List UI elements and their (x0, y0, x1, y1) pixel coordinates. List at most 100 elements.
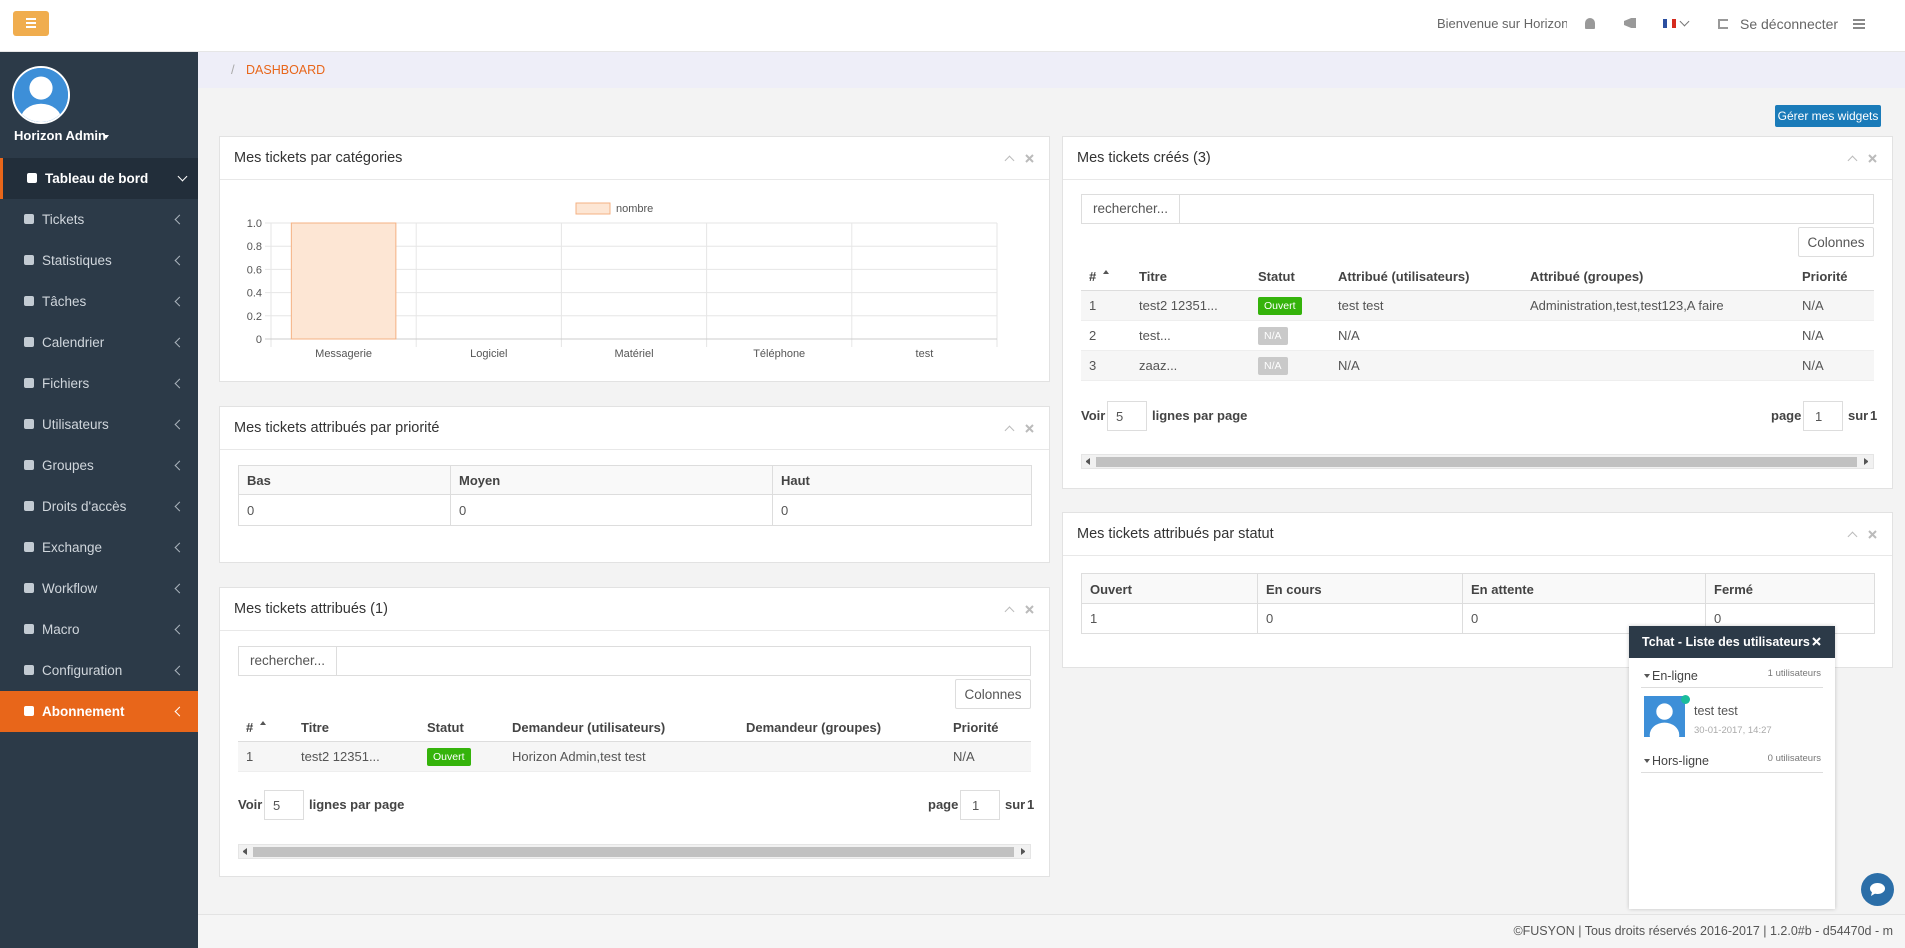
logout-icon[interactable] (1718, 19, 1728, 29)
menu-label: Macro (42, 622, 80, 637)
avatar (14, 68, 68, 122)
menu-label: Tâches (42, 294, 87, 309)
per-page-input[interactable]: 5 (264, 790, 304, 820)
avatar-head (29, 76, 53, 100)
menu-icon (24, 665, 34, 675)
flag-stripe (1663, 19, 1668, 28)
manage-widgets-button[interactable]: Gérer mes widgets (1775, 105, 1881, 127)
menu-label: Groupes (42, 458, 94, 473)
per-page-input[interactable]: 5 (1107, 401, 1147, 431)
status-badge: N/A (1258, 327, 1288, 345)
chat-icon-shape (1870, 883, 1885, 894)
announcements-icon[interactable] (1624, 18, 1636, 28)
sidebar-menu-item[interactable]: Tâches (0, 281, 198, 322)
scrollbar-thumb (253, 847, 1014, 857)
y-tick-label: 0.4 (247, 288, 262, 300)
table-cell: test2 12351... (1131, 291, 1250, 321)
chat-toggle-button[interactable] (1861, 873, 1894, 906)
language-flag[interactable] (1663, 19, 1676, 28)
settings-icon-bar (1853, 27, 1865, 29)
menu-toggle-bar (26, 26, 36, 28)
logout-link[interactable]: Se déconnecter (1740, 16, 1839, 32)
menu-icon (27, 173, 37, 183)
table-cell: 1 (1081, 291, 1131, 321)
widget-panel: Mes tickets par catégories nombre 0 0.2 0.4 0… (219, 136, 1050, 382)
chevron-icon (174, 214, 185, 225)
avatar-body (20, 103, 62, 122)
menu-toggle-button[interactable] (13, 11, 49, 36)
sidebar-menu-item[interactable]: Utilisateurs (0, 404, 198, 445)
top-bar (0, 0, 1905, 52)
close-icon[interactable] (1025, 154, 1034, 163)
breadcrumb-current[interactable]: DASHBOARD (246, 63, 326, 77)
search-input[interactable]: rechercher... (1081, 194, 1874, 224)
chevron-icon (174, 706, 185, 717)
close-icon[interactable] (1812, 637, 1821, 646)
table-header-cell: Demandeur (utilisateurs) (504, 714, 738, 742)
close-icon[interactable] (1025, 424, 1034, 433)
sidebar-menu-item[interactable]: Droits d'accès (0, 486, 198, 527)
page-label: page (928, 797, 959, 812)
table-header-cell: En cours (1257, 573, 1463, 604)
table-cell: 0 (238, 495, 451, 526)
online-heading: En-ligne (1652, 669, 1698, 683)
sidebar-menu-item[interactable]: Fichiers (0, 363, 198, 404)
menu-label: Configuration (42, 663, 123, 678)
widget-title: Mes tickets attribués par priorité (234, 420, 440, 436)
close-stroke (1868, 530, 1877, 539)
table-header-cell: Titre (293, 714, 419, 742)
close-stroke (1868, 154, 1877, 163)
sidebar-username[interactable]: Horizon Admin (14, 128, 106, 143)
chat-user-avatar[interactable] (1644, 696, 1685, 737)
search-input[interactable]: rechercher... (238, 646, 1031, 676)
page-input[interactable]: 1 (960, 790, 1000, 820)
table-cell: N/A (1330, 321, 1522, 351)
chevron-icon (174, 460, 185, 471)
table-cell (1522, 351, 1794, 381)
sidebar-menu-item[interactable]: Tableau de bord (0, 158, 198, 199)
menu-icon (24, 419, 34, 429)
table-cell: N/A (945, 742, 1031, 772)
table-cell: 3 (1081, 351, 1131, 381)
sidebar-menu-item[interactable]: Tickets (0, 199, 198, 240)
sidebar-menu-item[interactable]: Configuration (0, 650, 198, 691)
sidebar-menu-item[interactable]: Abonnement (0, 691, 198, 732)
legend-swatch (575, 202, 611, 215)
y-tick-label: 0.6 (247, 264, 262, 276)
table-cell: N/A (1250, 351, 1330, 381)
page-input[interactable]: 1 (1803, 401, 1843, 431)
section-divider (1641, 772, 1823, 773)
menu-icon (24, 706, 34, 716)
sidebar-menu-item[interactable]: Workflow (0, 568, 198, 609)
close-icon[interactable] (1868, 530, 1877, 539)
horizontal-scrollbar[interactable] (238, 844, 1031, 859)
sidebar-menu-item[interactable]: Groupes (0, 445, 198, 486)
close-icon[interactable] (1868, 154, 1877, 163)
columns-button[interactable]: Colonnes (955, 679, 1031, 709)
table-header-cell: Attribué (utilisateurs) (1330, 263, 1522, 291)
table-header-cell: Statut (1250, 263, 1330, 291)
online-dot (1681, 695, 1690, 704)
table-header-cell: # (1081, 263, 1131, 291)
close-stroke (1025, 154, 1034, 163)
sidebar-menu-item[interactable]: Statistiques (0, 240, 198, 281)
sidebar-menu-item[interactable]: Macro (0, 609, 198, 650)
menu-label: Workflow (42, 581, 98, 596)
scroll-right-arrow (1864, 458, 1868, 465)
columns-button[interactable]: Colonnes (1798, 227, 1874, 257)
table-cell: N/A (1794, 321, 1874, 351)
chevron-icon (174, 255, 185, 266)
widget-panel: Mes tickets créés (3) rechercher... Colonn… (1062, 136, 1893, 489)
menu-label: Utilisateurs (42, 417, 109, 432)
table-cell: N/A (1330, 351, 1522, 381)
section-divider (1641, 687, 1823, 688)
sidebar-menu-item[interactable]: Exchange (0, 527, 198, 568)
close-icon[interactable] (1025, 605, 1034, 614)
table-cell: zaaz... (1131, 351, 1250, 381)
x-tick-label: Matériel (614, 348, 653, 360)
table-cell: test2 12351... (293, 742, 419, 772)
notifications-icon[interactable] (1585, 18, 1595, 29)
sidebar-menu-item[interactable]: Calendrier (0, 322, 198, 363)
widget-panel: Mes tickets attribués par priorité Bas Moy… (219, 406, 1050, 563)
horizontal-scrollbar[interactable] (1081, 454, 1874, 469)
